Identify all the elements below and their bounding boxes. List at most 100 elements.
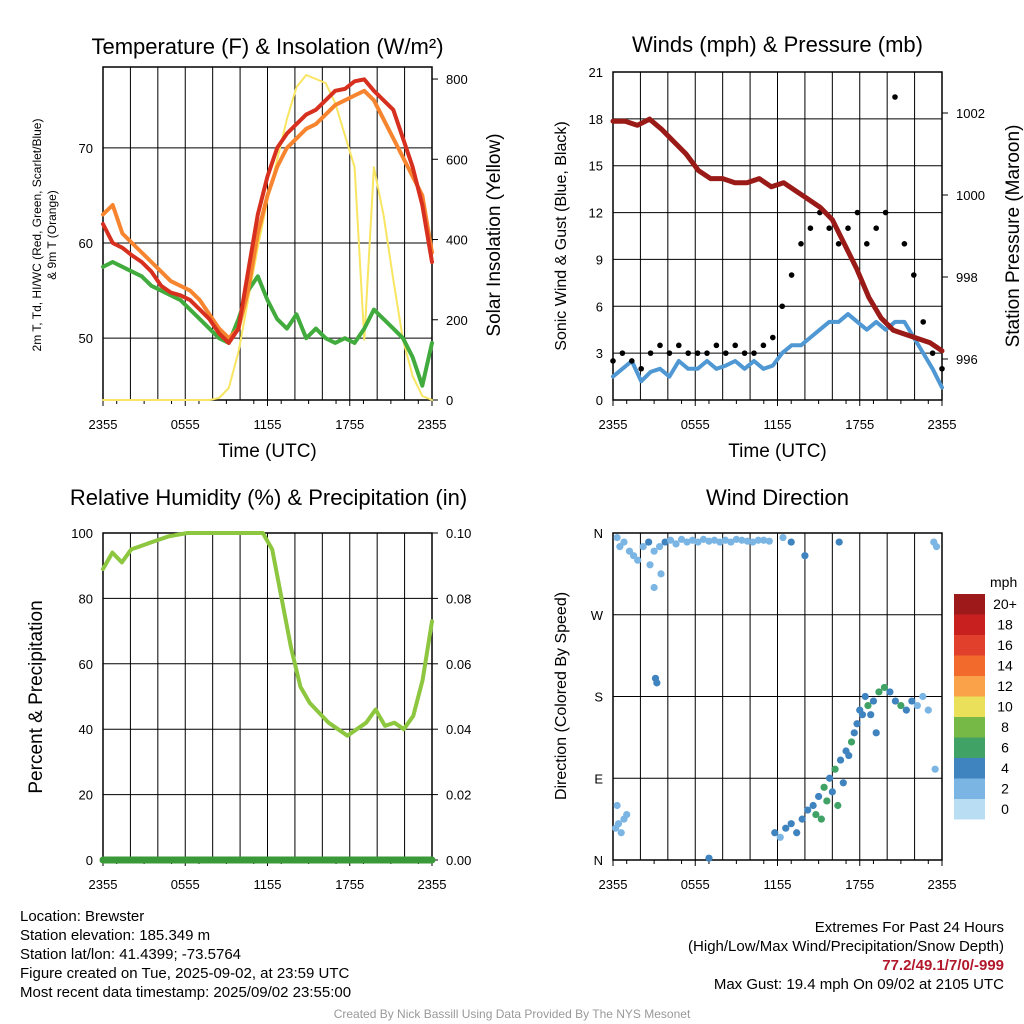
direction-point [646, 561, 654, 569]
direction-point [845, 751, 853, 760]
direction-point [765, 537, 773, 545]
y-left-tick-label: 0 [596, 393, 603, 408]
winds-xlabel: Time (UTC) [728, 441, 827, 462]
direction-point [782, 824, 790, 832]
legend-label: 6 [1001, 740, 1009, 756]
gust-point [835, 241, 842, 247]
direction-point [817, 815, 825, 823]
wind-direction-panel: 2355 0555 1155 1755 2355 N W S E N Wind Direction D… [553, 485, 1017, 892]
y-left-tick-label: 100 [71, 526, 93, 541]
direction-point [867, 711, 875, 719]
y-right-tick-label: 0.06 [446, 657, 471, 672]
direction-point [856, 706, 864, 714]
temperature-panel: 2355 0555 1155 1755 23555060700200400600800T… [30, 34, 505, 462]
y-right-tick-label: 1000 [956, 188, 985, 203]
direction-point [815, 792, 823, 801]
direction-point [620, 538, 628, 546]
x-tick-label: 2355 [89, 417, 118, 432]
x-tick-label: 0555 [171, 877, 200, 892]
gust-point [779, 303, 785, 310]
legend-label: 8 [1001, 719, 1009, 735]
gust-point [666, 350, 673, 356]
rh-line [101, 531, 434, 738]
direction-point [721, 536, 730, 544]
direction-point [623, 810, 631, 819]
gust-point [788, 272, 795, 278]
y-right-tick-label: 0.08 [446, 591, 471, 606]
direction-point [897, 701, 905, 710]
x-tick-label: 1155 [254, 417, 282, 432]
direction-point [924, 706, 932, 714]
direction-point [672, 540, 680, 548]
legend-swatch [954, 635, 985, 656]
latlon-text: Station lat/lon: 41.4399; -73.5764 [20, 946, 242, 963]
legend-label: 10 [997, 699, 1013, 715]
temperature-title: Temperature (F) & Insolation (W/m²) [91, 34, 443, 59]
direction-point [754, 536, 762, 544]
station-info: Location: Brewster Station elevation: 18… [20, 907, 351, 1002]
direction-point [639, 543, 647, 551]
extremes-values: 77.2/49.1/7/0/-999 [882, 957, 1004, 974]
direction-title: Wind Direction [706, 485, 849, 510]
direction-point [656, 543, 664, 551]
gust-point [638, 365, 644, 372]
direction-point [650, 547, 658, 555]
direction-point [710, 536, 719, 544]
pressure-line [610, 116, 945, 354]
winds-title: Winds (mph) & Pressure (mb) [632, 32, 923, 57]
direction-point [650, 583, 658, 592]
y-right-tick-label: 400 [446, 233, 468, 248]
legend-swatch [954, 655, 985, 676]
direction-point [801, 552, 809, 560]
direction-point [694, 538, 702, 546]
legend-label: 4 [1001, 760, 1009, 776]
direction-point [831, 765, 839, 773]
winds-panel: 2355 0555 1155 1755 2355 0 3 6 9 12 15 18 21 996 998 10… [553, 32, 1024, 462]
y-right-tick-label: 0.02 [446, 788, 471, 803]
insolation-ylabel: Solar Insolation (Yellow) [484, 133, 505, 336]
gust-point [704, 350, 710, 356]
y-right-tick-label: 200 [446, 313, 468, 328]
direction-point [787, 538, 795, 546]
direction-point [828, 788, 836, 796]
temperature-ylabel-line2: & 9m T (Orange) [45, 190, 59, 280]
legend-label: 14 [997, 658, 1013, 674]
y-left-tick-label: 20 [79, 788, 93, 803]
gust-point [929, 350, 936, 356]
x-tick-label: 0555 [171, 417, 200, 432]
direction-point [931, 765, 939, 773]
extremes-subheading: (High/Low/Max Wind/Precipitation/Snow De… [688, 938, 1004, 955]
gust-point [760, 342, 767, 349]
direction-point [677, 535, 686, 543]
legend-swatch [954, 758, 985, 779]
direction-point [760, 536, 768, 544]
max-gust-text: Max Gust: 19.4 mph On 09/02 at 2105 UTC [713, 976, 1004, 993]
pressure-ylabel: Station Pressure (Maroon) [1003, 125, 1024, 348]
direction-point [880, 683, 889, 692]
x-tick-label: 2355 [89, 877, 118, 892]
humidity-ylabel: Percent & Precipitation [26, 600, 47, 793]
direction-point [809, 801, 817, 810]
direction-point [853, 720, 861, 728]
direction-point [666, 536, 675, 544]
plot-frame [102, 66, 433, 401]
y-right-tick-label: 600 [446, 152, 468, 167]
direction-point [839, 779, 847, 787]
gust-point [920, 319, 926, 325]
legend-swatch [954, 614, 985, 635]
direction-point [793, 829, 801, 837]
direction-point [613, 801, 621, 810]
gust-point [854, 209, 861, 216]
direction-tick-label: W [591, 608, 604, 623]
x-tick-label: 1755 [845, 877, 874, 892]
direction-tick-label: S [594, 690, 603, 705]
x-tick-label: 2355 [418, 417, 447, 432]
direction-point [869, 697, 878, 705]
dewpoint-line [101, 260, 434, 388]
direction-point [634, 556, 642, 564]
elevation-text: Station elevation: 185.349 m [20, 927, 211, 944]
gust-point [911, 272, 917, 278]
y-right-tick-label: 998 [956, 270, 978, 285]
credit-text: Created By Nick Bassill Using Data Provi… [333, 1007, 691, 1021]
x-tick-label: 2355 [599, 417, 628, 432]
